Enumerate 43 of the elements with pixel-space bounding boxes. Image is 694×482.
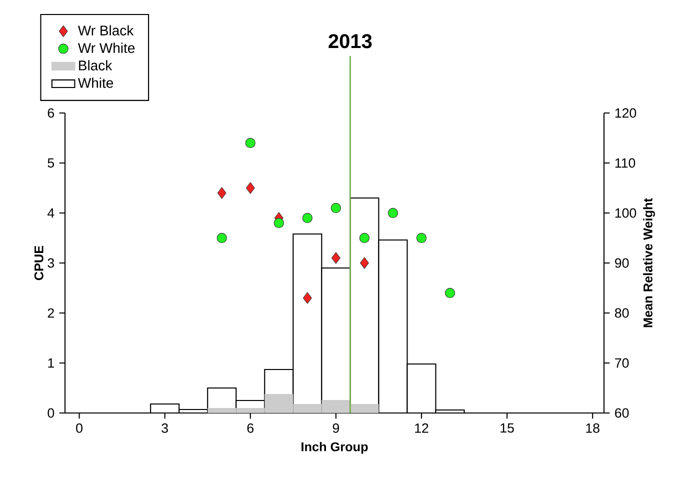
point <box>216 232 227 244</box>
legend-label: Wr Black <box>78 25 134 36</box>
x-tick-label: 0 <box>76 423 82 433</box>
x-tick-label: 12 <box>415 423 428 433</box>
legend-label: Black <box>79 60 112 70</box>
legend-label: White <box>78 78 114 88</box>
point <box>359 232 370 244</box>
point <box>388 208 398 218</box>
chart-title: 2013 <box>328 34 372 48</box>
y2-tick-label: 70 <box>615 358 629 368</box>
point <box>416 232 427 244</box>
point <box>331 252 340 264</box>
x-tick-label: 6 <box>247 423 254 433</box>
point <box>302 212 312 224</box>
y-tick-label: 6 <box>48 108 54 118</box>
y2-tick-label: 90 <box>615 258 629 268</box>
y2-tick-label: 60 <box>615 408 629 418</box>
x-tick-label: 3 <box>162 423 168 433</box>
y-tick-label: 5 <box>48 158 54 168</box>
y-tick-label: 2 <box>48 308 54 318</box>
x-axis-title: Inch Group <box>302 442 368 454</box>
y-tick-label: 3 <box>48 258 54 268</box>
point <box>330 202 341 214</box>
y-axis-title: CPUE <box>34 246 44 280</box>
x-tick-label: 15 <box>500 423 514 433</box>
x-tick-label: 9 <box>332 423 340 433</box>
point <box>360 257 369 269</box>
y2-tick-label: 80 <box>614 308 629 318</box>
point <box>217 187 226 199</box>
y2-tick-label: 120 <box>615 108 636 118</box>
legend-label: Wr White <box>78 42 135 53</box>
point <box>444 288 456 298</box>
y-tick-label: 1 <box>48 358 54 368</box>
point <box>246 182 255 194</box>
point <box>274 218 284 228</box>
y-tick-label: 4 <box>48 208 54 218</box>
y2-tick-label: 110 <box>615 158 636 168</box>
point <box>302 292 312 304</box>
y2-tick-label: 100 <box>615 208 636 218</box>
point <box>245 138 256 148</box>
y2-axis-title: Mean Relative Weight <box>643 198 655 328</box>
x-tick-label: 18 <box>586 423 600 433</box>
y-tick-label: 0 <box>48 408 54 418</box>
